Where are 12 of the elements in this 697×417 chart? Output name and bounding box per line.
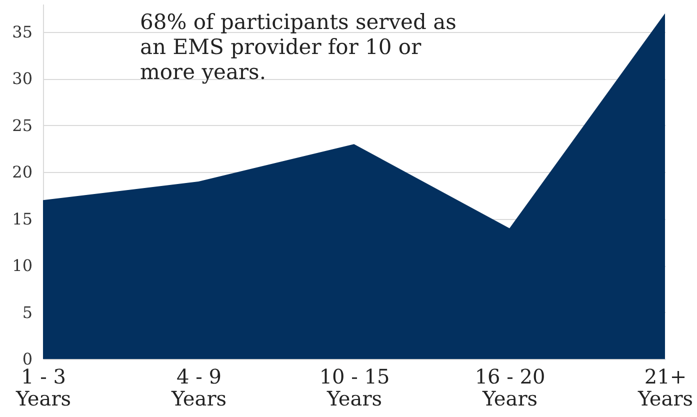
y-tick-label: 10 xyxy=(12,256,32,276)
x-tick-label: 10 - 15 Years xyxy=(319,364,390,410)
y-tick-label: 35 xyxy=(12,22,32,42)
y-tick-label: 30 xyxy=(12,69,32,88)
x-tick-label: 4 - 9 Years xyxy=(170,364,227,410)
y-tick-label: 20 xyxy=(12,162,32,182)
y-tick-label: 5 xyxy=(22,302,32,322)
y-tick-label: 25 xyxy=(12,116,32,135)
annotation: 68% of participants served as an EMS provider for 10 or more years. xyxy=(140,10,456,84)
y-tick-label: 15 xyxy=(12,209,32,228)
x-tick-label: 16 - 20 Years xyxy=(474,364,546,410)
x-tick-label: 21+ Years xyxy=(636,364,694,410)
